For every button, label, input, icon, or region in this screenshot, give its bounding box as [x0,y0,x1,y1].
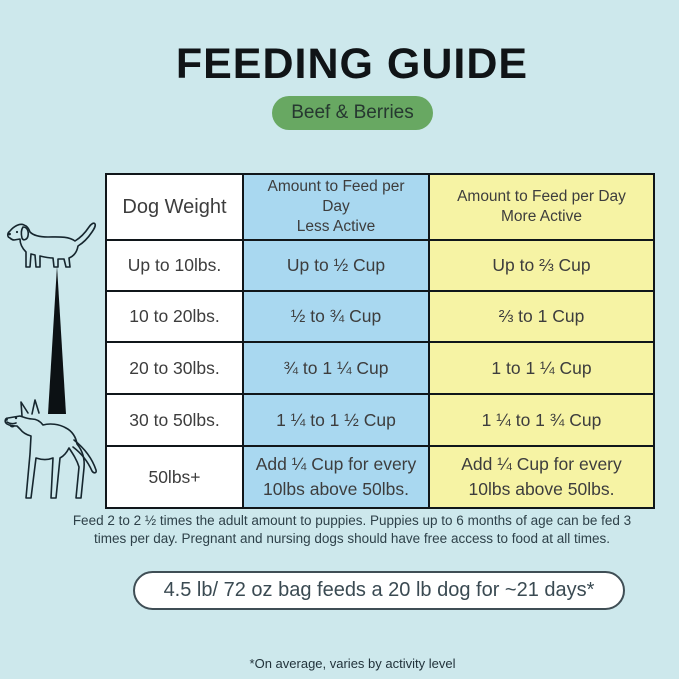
dog-weight-header: Dog Weight [105,173,244,241]
more-active-cell: ⅔ to 1 Cup [428,290,655,343]
less-active-cell: ½ to ¾ Cup [242,290,430,343]
less-active-cell: Up to ½ Cup [242,239,430,292]
dog-weight-cell: 10 to 20lbs. [105,290,244,343]
great-dane-icon [2,392,104,506]
puppy-note-line2: times per day. Pregnant and nursing dogs… [93,530,611,546]
flavor-badge-label: Beef & Berries [291,102,414,123]
dog-weight-cell: 50lbs+ [105,445,244,509]
less-active-header: Amount to Feed per Day Less Active [242,173,430,241]
puppy-note-line1: Feed 2 to 2 ½ times the adult amount to … [72,513,632,528]
bag-feeds-text: 4.5 lb/ 72 oz bag feeds a 20 lb dog for … [163,579,595,601]
footnote: *On average, varies by activity level [249,656,456,671]
table-row: 20 to 30lbs. ¾ to 1 ¼ Cup 1 to 1 ¼ Cup [105,341,655,395]
dog-weight-cell: Up to 10lbs. [105,239,244,292]
table-row: 10 to 20lbs. ½ to ¾ Cup ⅔ to 1 Cup [105,290,655,343]
puppy-feeding-note: Feed 2 to 2 ½ times the adult amount to … [37,512,667,547]
more-active-cell: 1 to 1 ¼ Cup [428,341,655,395]
table-row: 50lbs+ Add ¼ Cup for every 10lbs above 5… [105,445,655,509]
more-active-cell: 1 ¼ to 1 ¾ Cup [428,393,655,447]
dachshund-icon [6,212,98,276]
table-row: Up to 10lbs. Up to ½ Cup Up to ⅔ Cup [105,239,655,292]
more-active-cell: Add ¼ Cup for every 10lbs above 50lbs. [428,445,655,509]
page-title: FEEDING GUIDE [175,40,529,88]
dog-weight-cell: 30 to 50lbs. [105,393,244,447]
table-row: 30 to 50lbs. 1 ¼ to 1 ½ Cup 1 ¼ to 1 ¾ C… [105,393,655,447]
less-active-header-line1: Amount to Feed per Day [267,178,405,215]
less-active-cell: ¾ to 1 ¼ Cup [242,341,430,395]
more-active-header: Amount to Feed per Day More Active [428,173,655,241]
feeding-table: Dog Weight Amount to Feed per Day Less A… [105,173,655,509]
less-active-cell: Add ¼ Cup for every 10lbs above 50lbs. [242,445,430,509]
more-active-header-line1: Amount to Feed per Day [457,188,626,205]
dog-weight-cell: 20 to 30lbs. [105,341,244,395]
more-active-cell: Up to ⅔ Cup [428,239,655,292]
more-active-header-line2: More Active [501,208,582,225]
less-active-header-line2: Less Active [296,218,376,235]
size-increase-wedge-icon [47,266,67,416]
less-active-cell: 1 ¼ to 1 ½ Cup [242,393,430,447]
bag-feeds-pill: 4.5 lb/ 72 oz bag feeds a 20 lb dog for … [133,571,625,610]
flavor-badge: Beef & Berries [272,96,433,130]
table-header-row: Dog Weight Amount to Feed per Day Less A… [105,173,655,241]
